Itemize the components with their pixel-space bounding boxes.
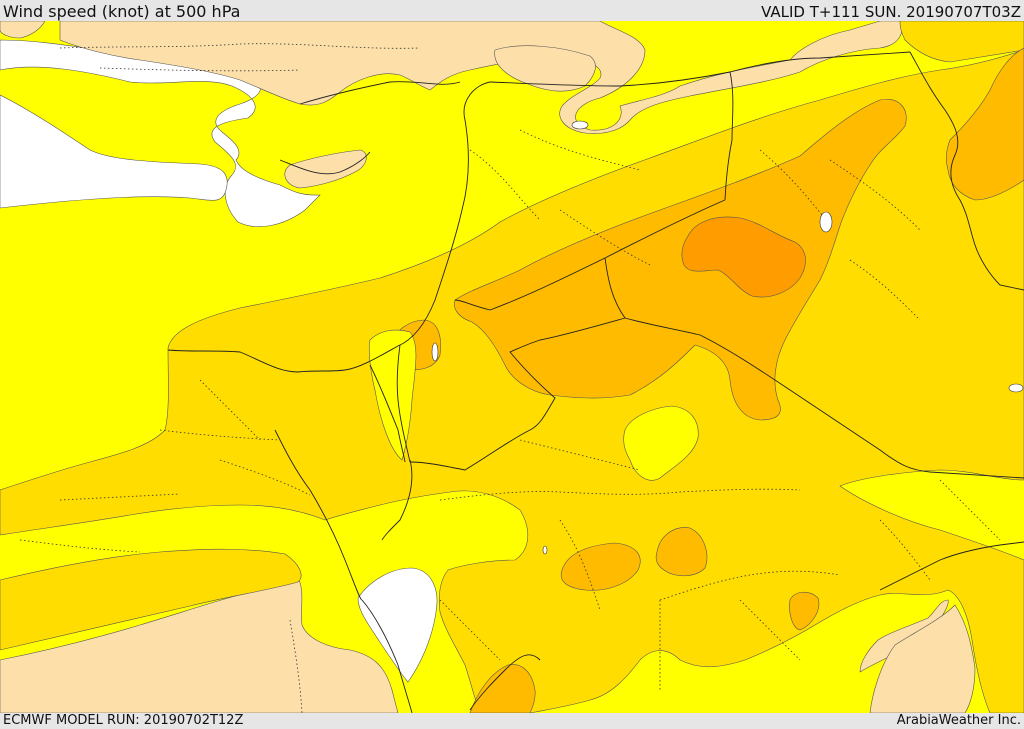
shade-strong-sudan	[469, 664, 536, 713]
shade-light-cyprus	[284, 149, 367, 189]
shade-strong-main	[454, 99, 907, 421]
shade-light-saudi-southeast	[869, 604, 976, 713]
shade-calm-sudan	[357, 567, 438, 683]
map-canvas	[0, 21, 1024, 713]
shade-moderate-saudi-pocket	[623, 405, 699, 481]
shade-fresh-north-syria	[899, 21, 1024, 63]
chart-title: Wind speed (knot) at 500 hPa	[3, 2, 241, 21]
shade-strong-saudi-2	[655, 527, 708, 577]
shade-fresh-sudan-south	[0, 548, 302, 651]
model-run: ECMWF MODEL RUN: 20190702T12Z	[3, 713, 244, 728]
valid-time: VALID T+111 SUN. 20190707T03Z	[761, 3, 1021, 21]
coastlines	[167, 81, 1024, 713]
shade-strong-saudi-1	[560, 542, 641, 591]
shade-strong-iraq-north	[945, 47, 1024, 201]
shade-light-turkey	[59, 21, 903, 134]
country-borders	[369, 51, 1024, 479]
water-bodies	[431, 120, 1024, 555]
title-bar: Wind speed (knot) at 500 hPa VALID T+111…	[0, 0, 1024, 21]
shade-strong-qatar	[789, 591, 820, 631]
shade-moderate-jordan	[368, 329, 417, 461]
shade-very-strong-core	[681, 216, 806, 298]
credit: ArabiaWeather Inc.	[896, 713, 1021, 728]
shade-light-syria-north	[494, 45, 596, 92]
province-borders	[19, 43, 1001, 713]
wind-speed-map	[0, 21, 1024, 713]
shade-calm-west-med	[0, 94, 228, 209]
shade-light-aegean	[0, 21, 46, 39]
footer-bar: ECMWF MODEL RUN: 20190702T12Z ArabiaWeat…	[0, 713, 1024, 729]
